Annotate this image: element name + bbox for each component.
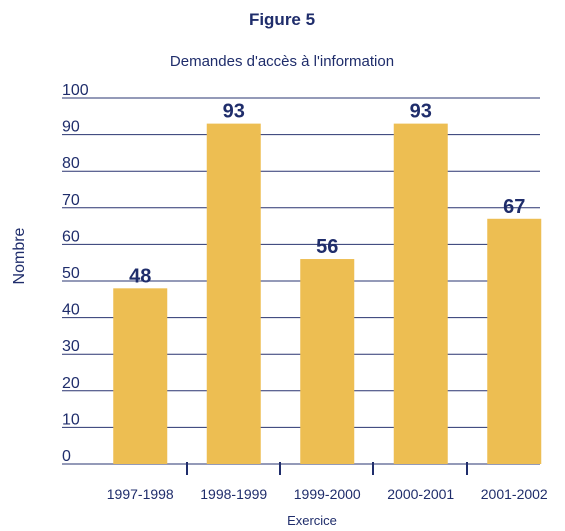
y-tick-label: 90 bbox=[62, 119, 80, 136]
y-axis-label: Nombre bbox=[11, 227, 28, 284]
bar bbox=[487, 218, 542, 464]
bar bbox=[300, 259, 355, 464]
y-tick-label: 50 bbox=[62, 265, 80, 282]
y-tick-label: 80 bbox=[62, 155, 80, 172]
value-label: 93 bbox=[410, 101, 432, 123]
y-tick-label: 30 bbox=[62, 338, 80, 355]
chart-title: Figure 5 bbox=[249, 10, 315, 29]
bar bbox=[113, 288, 168, 464]
value-label: 67 bbox=[503, 196, 525, 218]
chart-subtitle: Demandes d'accès à l'information bbox=[170, 53, 394, 70]
x-tick-label: 2000-2001 bbox=[387, 486, 454, 502]
value-label: 93 bbox=[223, 101, 245, 123]
x-tick-label: 1997-1998 bbox=[107, 486, 174, 502]
bar bbox=[206, 123, 261, 465]
x-tick-label: 1998-1999 bbox=[200, 486, 267, 502]
y-tick-label: 10 bbox=[62, 411, 80, 428]
y-tick-label: 70 bbox=[62, 192, 80, 209]
x-tick-label: 2001-2002 bbox=[481, 486, 548, 502]
y-tick-label: 40 bbox=[62, 302, 80, 319]
x-tick-label: 1999-2000 bbox=[294, 486, 361, 502]
y-tick-label: 0 bbox=[62, 448, 71, 465]
y-tick-label: 100 bbox=[62, 82, 89, 99]
bar bbox=[393, 123, 448, 465]
value-label: 48 bbox=[129, 265, 151, 287]
y-tick-label: 60 bbox=[62, 228, 80, 245]
x-axis-label: Exercice bbox=[287, 513, 337, 528]
value-label: 56 bbox=[316, 236, 338, 258]
y-tick-label: 20 bbox=[62, 375, 80, 392]
